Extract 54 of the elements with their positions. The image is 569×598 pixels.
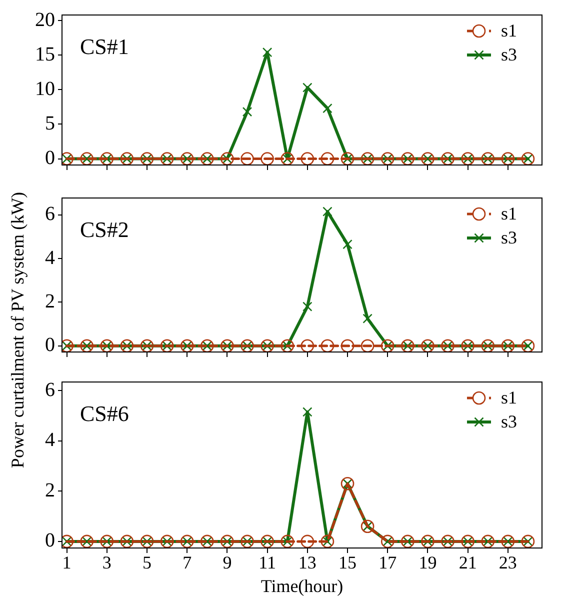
y-tick-label: 15 <box>35 43 55 66</box>
x-tick-label: 5 <box>142 552 152 573</box>
y-tick-label: 10 <box>35 78 55 100</box>
y-tick-label: 4 <box>45 246 55 269</box>
y-tick-label: 0 <box>45 530 55 552</box>
x-tick-label: 21 <box>458 552 477 573</box>
point <box>242 106 252 117</box>
x-tick-label: 3 <box>102 552 112 573</box>
x-tick-label: 13 <box>298 552 316 573</box>
y-tick-label: 6 <box>45 378 55 401</box>
y-tick-label: 6 <box>45 203 55 226</box>
y-axis-title: Power curtailment of PV system (kW) <box>8 192 28 468</box>
y-tick-label: 2 <box>45 290 55 312</box>
point <box>260 152 274 165</box>
point <box>362 314 372 324</box>
y-tick-label: 20 <box>35 8 55 31</box>
point <box>340 339 354 352</box>
point <box>300 152 314 165</box>
point <box>302 407 312 417</box>
x-tick-label: 19 <box>418 552 437 573</box>
legend-label: s1 <box>501 388 518 408</box>
point <box>302 302 312 312</box>
text: CS#2 <box>80 216 129 242</box>
x-tick-label: 9 <box>222 552 232 573</box>
point <box>322 206 332 216</box>
x-tick-label: 7 <box>182 552 192 573</box>
point <box>322 103 332 114</box>
y-tick-label: 0 <box>45 334 55 356</box>
legend-label: s3 <box>501 228 518 248</box>
point <box>262 47 272 58</box>
x-tick-label: 15 <box>338 552 357 573</box>
y-tick-label: 5 <box>45 112 55 134</box>
point <box>320 152 334 165</box>
legend-label: s3 <box>501 44 518 65</box>
x-tick-label: 23 <box>498 552 517 573</box>
point <box>240 152 254 165</box>
legend-label: s1 <box>501 204 518 224</box>
x-tick-label: 11 <box>258 552 276 573</box>
point <box>342 239 352 250</box>
y-tick-label: 2 <box>45 479 55 502</box>
point <box>302 82 312 92</box>
point <box>300 534 314 548</box>
y-tick-label: 0 <box>45 147 55 170</box>
y-tick-label: 4 <box>45 429 55 452</box>
point <box>360 339 374 352</box>
point <box>320 339 334 352</box>
point <box>300 339 314 352</box>
text: CS#6 <box>80 400 129 426</box>
x-axis-title: Time(hour) <box>260 576 344 596</box>
x-tick-label: 1 <box>62 552 72 573</box>
legend-label: s3 <box>501 412 518 432</box>
x-tick-label: 17 <box>378 552 397 573</box>
legend-label: s1 <box>501 20 518 41</box>
text: CS#1 <box>80 34 129 59</box>
